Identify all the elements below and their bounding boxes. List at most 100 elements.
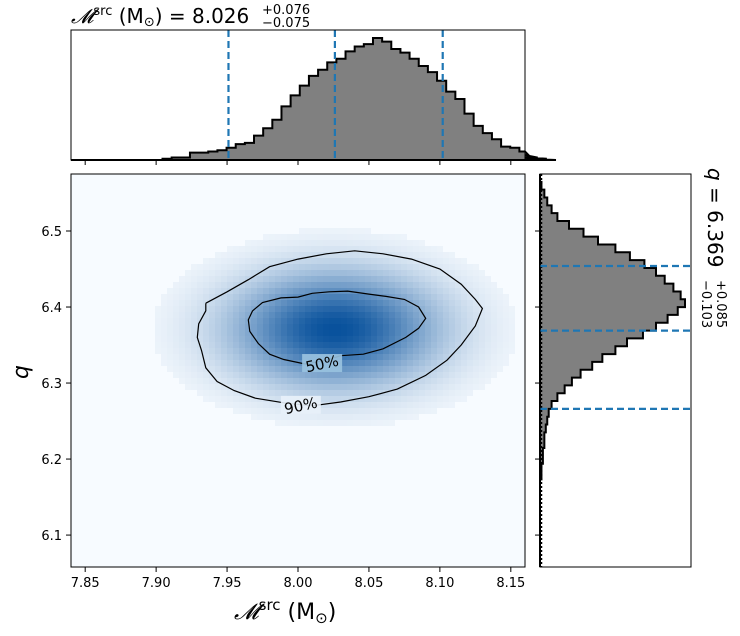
density-cell xyxy=(233,390,239,396)
density-cell xyxy=(461,306,467,312)
density-cell xyxy=(251,264,257,270)
density-cell xyxy=(215,300,221,306)
density-cell xyxy=(161,306,167,312)
contour-90pct xyxy=(196,250,484,407)
density-cell xyxy=(497,360,503,366)
density-cell xyxy=(293,312,299,318)
density-cell xyxy=(269,258,275,264)
density-cell xyxy=(467,324,473,330)
density-cell xyxy=(329,234,335,240)
density-cell xyxy=(293,360,299,366)
density-cell xyxy=(329,330,335,336)
density-cell xyxy=(329,258,335,264)
density-cell xyxy=(443,348,449,354)
density-cell xyxy=(275,414,281,420)
density-cell xyxy=(395,414,401,420)
density-cell xyxy=(251,324,257,330)
density-cell xyxy=(383,336,389,342)
density-cell xyxy=(221,372,227,378)
density-cell xyxy=(209,384,215,390)
density-cell xyxy=(389,258,395,264)
density-cell xyxy=(353,366,359,372)
density-cell xyxy=(329,396,335,402)
density-cell xyxy=(293,390,299,396)
density-cell xyxy=(239,408,245,414)
density-cell xyxy=(251,240,257,246)
density-cell xyxy=(263,396,269,402)
density-cell xyxy=(209,324,215,330)
density-cell xyxy=(407,240,413,246)
density-cell xyxy=(467,348,473,354)
density-cell xyxy=(461,372,467,378)
density-cell xyxy=(479,318,485,324)
density-cell xyxy=(269,354,275,360)
density-cell xyxy=(221,390,227,396)
density-cell xyxy=(281,384,287,390)
density-cell xyxy=(233,246,239,252)
density-cell xyxy=(221,324,227,330)
density-cell xyxy=(197,360,203,366)
density-cell xyxy=(173,336,179,342)
density-cell xyxy=(245,408,251,414)
density-cell xyxy=(401,384,407,390)
density-cell xyxy=(347,366,353,372)
density-cell xyxy=(281,306,287,312)
density-cell xyxy=(335,258,341,264)
density-cell xyxy=(251,294,257,300)
density-cell xyxy=(203,342,209,348)
density-cell xyxy=(305,414,311,420)
density-cell xyxy=(245,252,251,258)
density-cell xyxy=(371,240,377,246)
density-cell xyxy=(317,288,323,294)
density-cell xyxy=(443,276,449,282)
density-cell xyxy=(443,360,449,366)
density-cell xyxy=(431,258,437,264)
density-cell xyxy=(209,264,215,270)
density-cell xyxy=(401,300,407,306)
density-cell xyxy=(365,294,371,300)
density-cell xyxy=(305,282,311,288)
density-cell xyxy=(227,384,233,390)
density-cell xyxy=(329,402,335,408)
density-cell xyxy=(263,264,269,270)
density-cell xyxy=(395,270,401,276)
density-cell xyxy=(263,384,269,390)
density-cell xyxy=(425,384,431,390)
density-cell xyxy=(335,300,341,306)
contour-label-bg xyxy=(280,395,321,414)
density-cell xyxy=(341,384,347,390)
density-cell xyxy=(275,264,281,270)
density-cell xyxy=(197,282,203,288)
y-tick-label: 6.2 xyxy=(41,453,62,468)
density-cell xyxy=(317,246,323,252)
density-cell xyxy=(329,246,335,252)
density-cell xyxy=(347,294,353,300)
density-cell xyxy=(401,294,407,300)
density-cell xyxy=(479,276,485,282)
density-cell xyxy=(449,336,455,342)
density-cell xyxy=(317,420,323,426)
density-cell xyxy=(449,324,455,330)
density-cell xyxy=(263,258,269,264)
density-cell xyxy=(407,402,413,408)
density-cell xyxy=(419,246,425,252)
density-cell xyxy=(281,294,287,300)
density-cell xyxy=(293,366,299,372)
density-cell xyxy=(479,360,485,366)
density-cell xyxy=(377,342,383,348)
density-cell xyxy=(443,384,449,390)
density-cell xyxy=(323,372,329,378)
density-cell xyxy=(251,252,257,258)
density-cell xyxy=(179,378,185,384)
density-cell xyxy=(323,246,329,252)
density-cell xyxy=(347,282,353,288)
density-cell xyxy=(215,336,221,342)
x-axis-label: 𝓜src (M⊙) xyxy=(234,596,336,627)
density-cell xyxy=(179,288,185,294)
density-cell xyxy=(293,372,299,378)
density-cell xyxy=(395,300,401,306)
density-cell xyxy=(503,330,509,336)
density-cell xyxy=(281,246,287,252)
density-cell xyxy=(401,378,407,384)
density-cell xyxy=(341,366,347,372)
